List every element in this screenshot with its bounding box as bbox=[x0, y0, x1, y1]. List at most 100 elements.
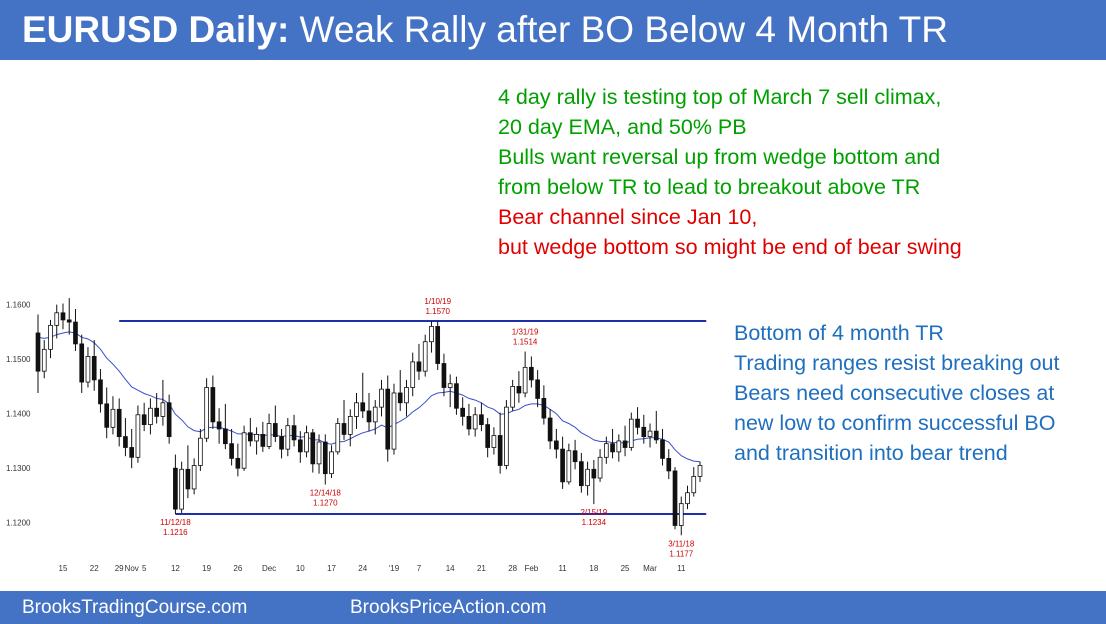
bear-candle bbox=[98, 379, 103, 405]
bull-candle bbox=[372, 406, 378, 423]
bull-candle bbox=[110, 408, 116, 428]
bull-candle bbox=[685, 492, 690, 505]
x-tick-label: 24 bbox=[358, 564, 367, 573]
x-tick-label: 12 bbox=[171, 564, 180, 573]
x-tick-label: 25 bbox=[621, 564, 630, 573]
bull-candle bbox=[148, 407, 153, 425]
side-line: Trading ranges resist breaking out bbox=[734, 351, 1060, 375]
bear-candle bbox=[579, 461, 584, 487]
bear-candle bbox=[441, 363, 447, 388]
commentary-line: 4 day rally is testing top of March 7 se… bbox=[498, 85, 942, 109]
bear-candle bbox=[541, 398, 547, 419]
bull-candle bbox=[429, 326, 434, 343]
bear-candle bbox=[66, 319, 72, 323]
bull-candle bbox=[447, 383, 453, 388]
commentary-line: from below TR to lead to breakout above … bbox=[498, 175, 921, 199]
annotation-date: 1/31/19 bbox=[512, 328, 539, 337]
annotation-price: 1.1234 bbox=[582, 518, 607, 527]
bear-candle bbox=[416, 361, 422, 372]
x-tick-label: 26 bbox=[233, 564, 242, 573]
side-commentary: Bottom of 4 month TR Trading ranges resi… bbox=[734, 318, 1059, 468]
x-tick-label: 21 bbox=[477, 564, 486, 573]
side-line: new low to confirm successful BO bbox=[734, 411, 1056, 435]
x-tick-label: 7 bbox=[417, 564, 422, 573]
bull-candle bbox=[254, 434, 259, 442]
bear-candle bbox=[610, 443, 615, 453]
bear-candle bbox=[279, 436, 284, 450]
bear-candle bbox=[35, 332, 41, 372]
bear-candle bbox=[154, 407, 159, 417]
bull-candle bbox=[85, 356, 91, 383]
bear-candle bbox=[635, 418, 640, 428]
x-tick-label: Dec bbox=[262, 564, 276, 573]
bull-candle bbox=[597, 456, 603, 479]
bear-candle bbox=[460, 407, 466, 417]
bear-candle bbox=[497, 435, 503, 466]
bull-candle bbox=[510, 386, 515, 408]
x-tick-label: 18 bbox=[589, 564, 598, 573]
bull-candle bbox=[347, 416, 353, 435]
bear-candle bbox=[248, 432, 253, 442]
bear-candle bbox=[341, 423, 347, 435]
annotation-price: 1.1216 bbox=[163, 528, 188, 537]
bull-candle bbox=[179, 468, 184, 510]
bull-candle bbox=[410, 361, 416, 388]
title-bar: EURUSD Daily: Weak Rally after BO Below … bbox=[0, 0, 1106, 60]
bear-candle bbox=[79, 343, 85, 383]
bull-candle bbox=[379, 388, 384, 408]
annotation-price: 1.1177 bbox=[669, 549, 693, 558]
bear-candle bbox=[479, 414, 484, 425]
bull-candle bbox=[335, 423, 341, 453]
commentary-line: Bulls want reversal up from wedge bottom… bbox=[498, 145, 941, 169]
bear-candle bbox=[260, 434, 266, 447]
bull-candle bbox=[266, 423, 272, 447]
bull-candle bbox=[48, 324, 53, 350]
commentary-line: but wedge bottom so might be end of bear… bbox=[498, 235, 962, 259]
bull-candle bbox=[41, 348, 47, 372]
bull-candle bbox=[316, 441, 322, 465]
bear-candle bbox=[666, 457, 672, 472]
bear-candle bbox=[660, 439, 665, 459]
bear-candle bbox=[297, 439, 303, 453]
bull-candle bbox=[522, 366, 528, 394]
x-tick-label: Mar bbox=[643, 564, 657, 573]
bull-candle bbox=[697, 465, 703, 477]
side-line: Bears need consecutive closes at bbox=[734, 381, 1055, 405]
bull-candle bbox=[191, 465, 197, 490]
commentary-line: Bear channel since Jan 10, bbox=[498, 205, 758, 229]
bull-candle bbox=[585, 468, 590, 487]
bull-candle bbox=[241, 432, 247, 469]
x-tick-label: 29 bbox=[115, 564, 124, 573]
side-line: and transition into bear trend bbox=[734, 441, 1008, 465]
bear-candle bbox=[622, 440, 628, 448]
title-description: Weak Rally after BO Below 4 Month TR bbox=[289, 9, 949, 50]
x-tick-label: 22 bbox=[90, 564, 99, 573]
bull-candle bbox=[354, 402, 359, 417]
footer-link-trading-course[interactable]: BrooksTradingCourse.com bbox=[22, 597, 248, 618]
page-title: EURUSD Daily: Weak Rally after BO Below … bbox=[22, 9, 948, 51]
bear-candle bbox=[529, 366, 534, 381]
bear-candle bbox=[547, 417, 553, 442]
bull-candle bbox=[54, 312, 60, 326]
bear-candle bbox=[73, 321, 78, 345]
bear-candle bbox=[397, 392, 403, 404]
bull-candle bbox=[472, 414, 478, 430]
x-tick-label: Feb bbox=[524, 564, 538, 573]
bear-candle bbox=[223, 428, 228, 445]
footer-link-price-action[interactable]: BrooksPriceAction.com bbox=[350, 597, 547, 618]
bear-candle bbox=[91, 356, 97, 381]
bear-candle bbox=[554, 440, 559, 450]
bull-candle bbox=[304, 432, 309, 453]
price-chart: 1.1200 1.1300 1.1400 1.1500 1.1600 15 22 29 Nov 5… bbox=[6, 297, 707, 573]
bear-candle bbox=[310, 432, 316, 465]
bear-candle bbox=[116, 408, 122, 437]
x-tick-label: 28 bbox=[508, 564, 517, 573]
annotation-price: 1.1570 bbox=[425, 307, 450, 316]
x-tick-label: 15 bbox=[59, 564, 68, 573]
bear-candle bbox=[454, 383, 459, 409]
bull-candle bbox=[691, 475, 697, 494]
bear-candle bbox=[229, 443, 234, 459]
bear-candle bbox=[366, 410, 372, 423]
y-tick-label: 1.1500 bbox=[6, 355, 31, 364]
x-tick-label: 11 bbox=[558, 564, 567, 573]
